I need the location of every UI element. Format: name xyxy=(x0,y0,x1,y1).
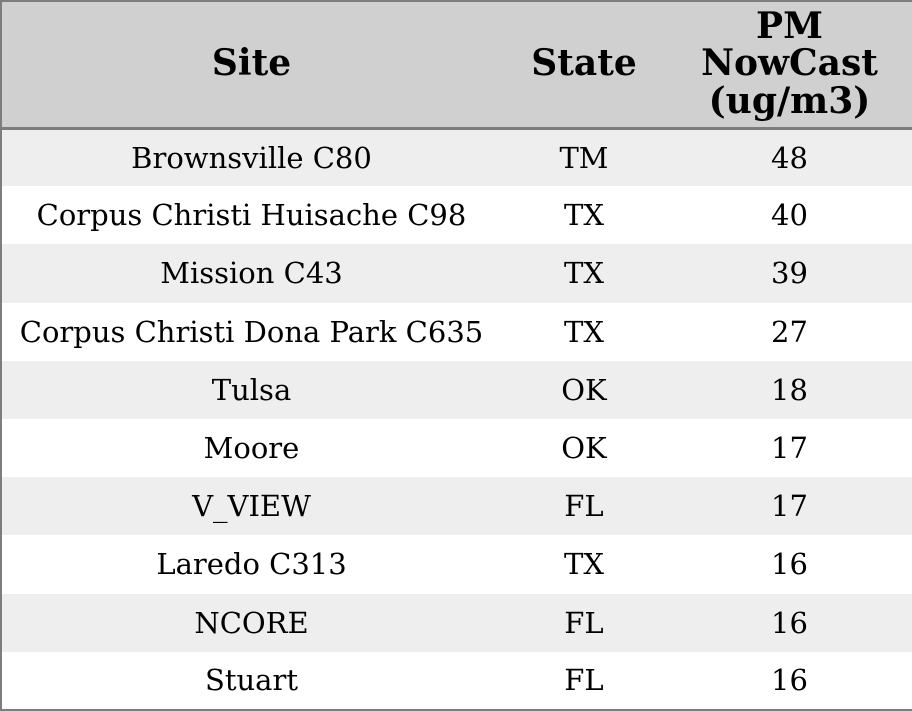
col-header-pm-line-2: NowCast xyxy=(701,42,878,85)
site-cell: V_VIEW xyxy=(1,477,501,536)
table-row: Mission C43 TX 39 xyxy=(1,244,912,303)
table-row: Tulsa OK 18 xyxy=(1,360,912,419)
pm-cell: 17 xyxy=(667,477,912,536)
col-header-state: State xyxy=(501,1,667,130)
pm-cell: 27 xyxy=(667,302,912,361)
col-header-pm-line-1: PM xyxy=(756,4,823,47)
site-cell: Tulsa xyxy=(1,360,501,419)
state-cell: FL xyxy=(501,477,667,536)
table-row: Moore OK 17 xyxy=(1,418,912,478)
site-cell: Moore xyxy=(1,418,501,478)
state-cell: OK xyxy=(501,360,667,419)
table-row: V_VIEW FL 17 xyxy=(1,477,912,536)
site-cell: Brownsville C80 xyxy=(1,128,501,187)
state-cell: TX xyxy=(501,186,667,245)
state-cell: TX xyxy=(501,302,667,361)
state-cell: TX xyxy=(501,535,667,594)
table-row: Laredo C313 TX 16 xyxy=(1,535,912,594)
state-cell: FL xyxy=(501,651,667,710)
pm-cell: 16 xyxy=(667,535,912,594)
header-row: Site State PM NowCast (ug/m3) xyxy=(1,1,912,130)
col-header-site: Site xyxy=(1,1,501,130)
pm-cell: 16 xyxy=(667,593,912,652)
table-row: Stuart FL 16 xyxy=(1,651,912,710)
state-cell: FL xyxy=(501,593,667,652)
site-cell: Mission C43 xyxy=(1,244,501,303)
pm-cell: 39 xyxy=(667,244,912,303)
pm-cell: 48 xyxy=(667,128,912,187)
site-cell: Corpus Christi Huisache C98 xyxy=(1,186,501,245)
pm-cell: 40 xyxy=(667,186,912,245)
site-cell: Stuart xyxy=(1,651,501,710)
state-cell: TM xyxy=(501,128,667,187)
table-row: Corpus Christi Dona Park C635 TX 27 xyxy=(1,302,912,361)
table-row: Corpus Christi Huisache C98 TX 40 xyxy=(1,186,912,245)
pm-cell: 17 xyxy=(667,418,912,478)
site-cell: Corpus Christi Dona Park C635 xyxy=(1,302,501,361)
table-row: NCORE FL 16 xyxy=(1,593,912,652)
pm-cell: 16 xyxy=(667,651,912,710)
pm-cell: 18 xyxy=(667,360,912,419)
col-header-pm-line-3: (ug/m3) xyxy=(708,80,871,123)
site-cell: Laredo C313 xyxy=(1,535,501,594)
table-row: Brownsville C80 TM 48 xyxy=(1,128,912,187)
state-cell: TX xyxy=(501,244,667,303)
col-header-pm-nowcast: PM NowCast (ug/m3) xyxy=(667,1,912,130)
state-cell: OK xyxy=(501,418,667,478)
site-cell: NCORE xyxy=(1,593,501,652)
